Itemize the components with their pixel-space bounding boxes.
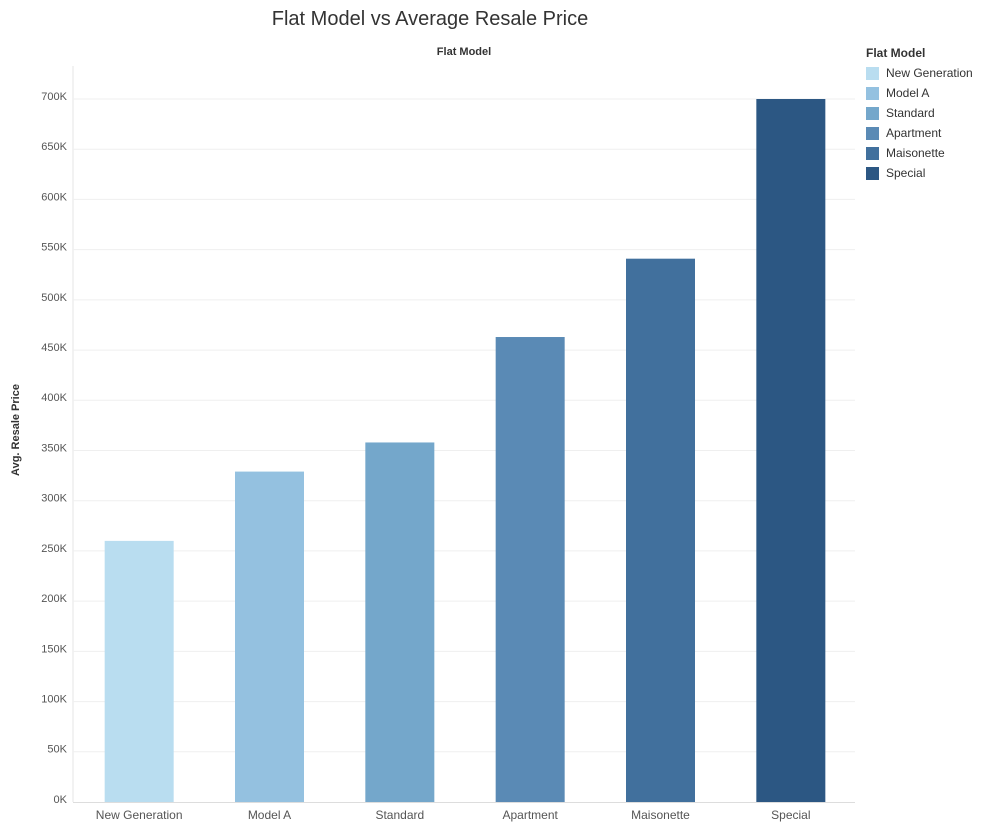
legend-label: New Generation — [886, 66, 973, 80]
y-tick-label: 500K — [41, 292, 67, 304]
legend-item[interactable]: Apartment — [866, 123, 996, 143]
legend-swatch — [866, 146, 879, 160]
legend-swatch — [866, 126, 879, 140]
legend-label: Model A — [886, 86, 930, 100]
y-tick-label: 100K — [41, 693, 67, 705]
legend-swatch — [866, 86, 879, 100]
legend-item[interactable]: Maisonette — [866, 143, 996, 163]
y-tick-label: 0K — [54, 794, 68, 806]
legend-item[interactable]: Standard — [866, 103, 996, 123]
column-header-label: Flat Model — [436, 46, 492, 58]
chart-title: Flat Model vs Average Resale Price — [271, 8, 589, 30]
bar-maisonette — [626, 258, 695, 803]
legend-label: Special — [886, 166, 926, 180]
x-tick-label: Maisonette — [631, 808, 690, 822]
bar-apartment — [495, 337, 565, 802]
legend-label: Maisonette — [886, 146, 945, 160]
y-tick-label: 250K — [41, 543, 67, 555]
legend-item[interactable]: New Generation — [866, 63, 996, 83]
bar-chart: 0K 50K 100K 150K 200K 250K 300K 350K 400K 450K 500… — [41, 66, 855, 822]
legend-item[interactable]: Special — [866, 163, 996, 183]
legend-label: Apartment — [886, 126, 942, 140]
bar-new-generation — [104, 540, 174, 802]
y-tick-label: 650K — [41, 141, 67, 153]
legend-swatch — [866, 66, 879, 80]
x-tick-label: Apartment — [502, 808, 558, 822]
y-tick-label: 450K — [41, 342, 67, 354]
legend-title: Flat Model — [866, 46, 926, 60]
y-tick-label: 200K — [41, 593, 67, 605]
y-tick-label: 350K — [41, 442, 67, 454]
x-tick-label: Special — [771, 808, 810, 822]
y-tick-label: 300K — [41, 493, 67, 505]
y-tick-label: 550K — [41, 242, 67, 254]
x-tick-label: New Generation — [96, 808, 183, 822]
legend-swatch — [866, 166, 879, 180]
y-tick-label: 400K — [41, 392, 67, 404]
bar-model-a — [235, 471, 304, 802]
bar-special — [756, 99, 826, 802]
legend-label: Standard — [886, 106, 935, 120]
y-tick-label: 700K — [41, 91, 67, 103]
legend-items: New Generation Model A Standard Apartment Ma… — [866, 63, 996, 183]
y-tick-label: 150K — [41, 643, 67, 655]
x-tick-label: Standard — [375, 808, 424, 822]
bar-standard — [365, 442, 435, 802]
legend: Flat Model New Generation Model A Standard… — [866, 46, 996, 183]
y-tick-label: 50K — [47, 744, 67, 756]
x-tick-label: Model A — [248, 808, 291, 822]
legend-swatch — [866, 106, 879, 120]
y-tick-label: 600K — [41, 191, 67, 203]
legend-item[interactable]: Model A — [866, 83, 996, 103]
